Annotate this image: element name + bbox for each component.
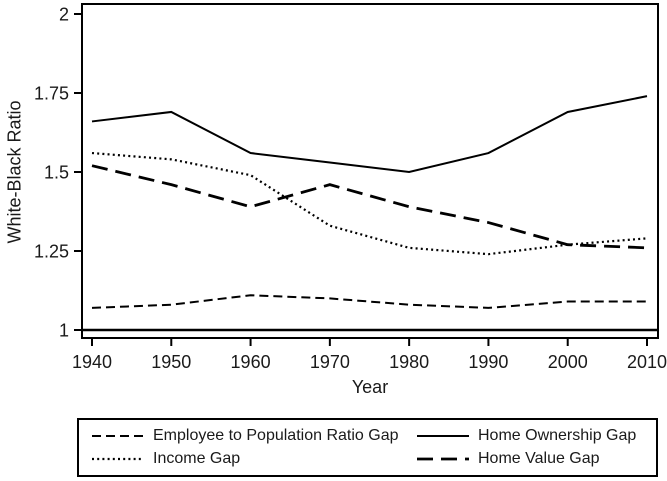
legend-item-employee-to-population-ratio-gap: Employee to Population Ratio Gap — [92, 427, 417, 445]
series-line-home-value-gap — [91, 164, 648, 250]
dotted-line-sample-icon — [92, 458, 144, 461]
solid-line-sample-icon — [417, 434, 469, 437]
y-tick-label: 2 — [59, 4, 69, 24]
x-tick-label: 2000 — [548, 352, 588, 372]
y-tick-label: 1.75 — [34, 83, 69, 103]
y-tick-label: 1.25 — [34, 241, 69, 261]
legend-item-home-ownership-gap: Home Ownership Gap — [417, 427, 656, 445]
legend-label: Home Ownership Gap — [478, 426, 637, 444]
plot-area: 1 1.25 1.5 1.75 2 1940 1950 1960 1970 1980 1990 200… — [34, 3, 667, 372]
x-tick-label: 1980 — [389, 352, 429, 372]
x-tick-label: 1970 — [310, 352, 350, 372]
series-line-home-ownership-gap — [91, 95, 648, 174]
y-tick-label: 1 — [59, 320, 69, 340]
x-tick-label: 1940 — [72, 352, 112, 372]
x-tick-label: 1950 — [151, 352, 191, 372]
x-tick-label: 2010 — [627, 352, 667, 372]
series-line-employee-to-population-ratio-gap — [91, 294, 647, 309]
legend: Employee to Population Ratio Gap Income G… — [77, 418, 658, 477]
legend-item-home-value-gap: Home Value Gap — [417, 450, 656, 468]
legend-label: Income Gap — [153, 450, 241, 468]
short-dash-line-sample-icon — [92, 434, 144, 437]
legend-item-income-gap: Income Gap — [92, 450, 417, 468]
x-tick-label: 1960 — [231, 352, 271, 372]
plot-border — [81, 3, 659, 339]
legend-label: Employee to Population Ratio Gap — [153, 426, 399, 444]
x-axis-title: Year — [351, 377, 389, 397]
legend-label: Home Value Gap — [478, 450, 600, 468]
long-dash-line-sample-icon — [417, 457, 469, 461]
y-tick-label: 1.5 — [44, 162, 69, 182]
x-tick-label: 1990 — [468, 352, 508, 372]
